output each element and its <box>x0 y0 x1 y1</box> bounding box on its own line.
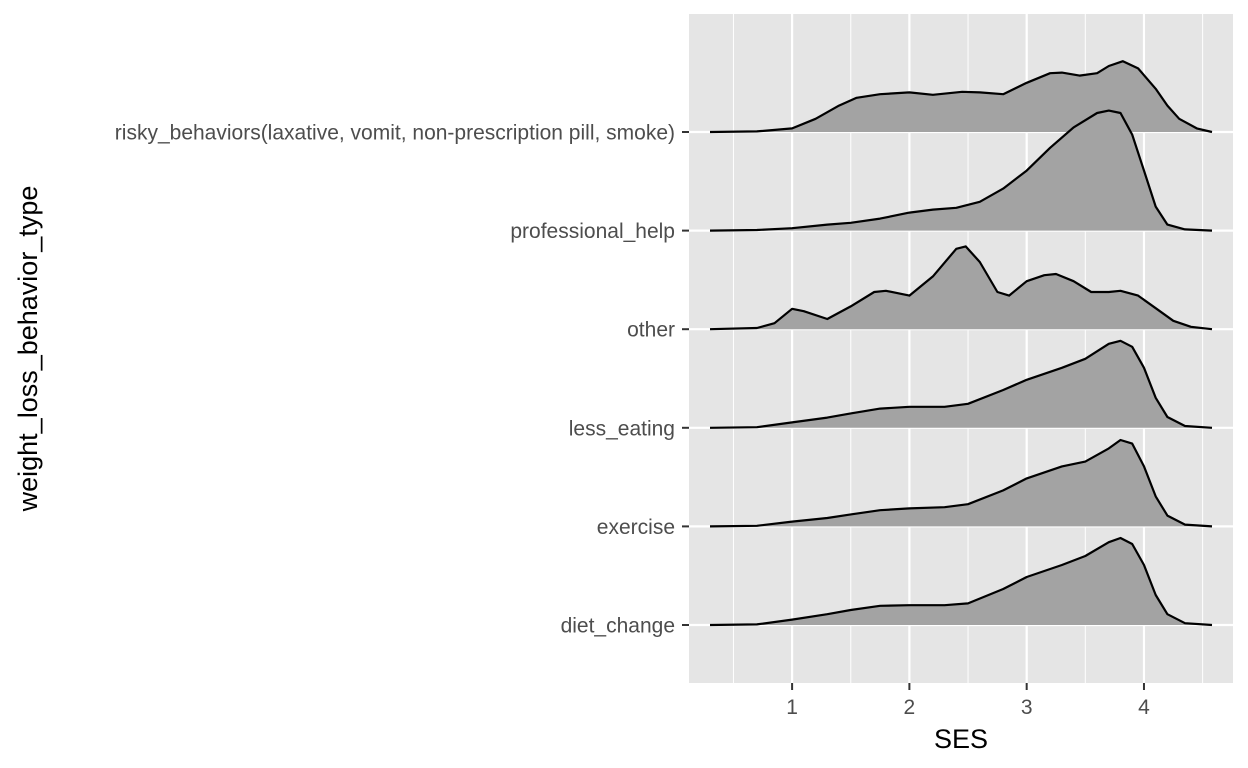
ridge-line <box>709 339 1213 429</box>
ridge-line <box>709 109 1213 232</box>
ridge-line <box>709 245 1213 331</box>
ridge-area <box>710 110 1212 231</box>
y-tick-label: professional_help <box>510 220 675 243</box>
x-axis: 1 2 3 4 <box>786 683 1150 719</box>
ridge-exercise <box>709 438 1213 528</box>
y-tick-label: risky_behaviors(laxative, vomit, non-pre… <box>115 122 675 145</box>
ridge-line <box>709 536 1213 627</box>
y-axis-title: weight_loss_behavior_type <box>13 186 43 513</box>
ridges <box>709 60 1213 627</box>
ridge-area <box>710 538 1212 625</box>
x-tick-label: 1 <box>786 696 798 719</box>
x-tick-label: 2 <box>904 696 916 719</box>
ridge-less-eating <box>709 339 1213 429</box>
ridge-area <box>710 246 1212 330</box>
ridge-diet-change <box>709 536 1213 627</box>
y-axis: diet_change exercise less_eating other profe… <box>115 122 689 638</box>
y-tick-label: less_eating <box>569 417 675 440</box>
y-tick-label: exercise <box>597 516 675 539</box>
x-axis-title: SES <box>934 724 988 754</box>
x-tick-label: 3 <box>1021 696 1033 719</box>
ridge-professional-help <box>709 109 1213 232</box>
ridge-risky-behaviors <box>709 60 1213 134</box>
x-tick-label: 4 <box>1138 696 1150 719</box>
ridge-line <box>709 438 1213 528</box>
ridge-other <box>709 245 1213 331</box>
ridge-area <box>710 61 1212 133</box>
ridge-line <box>709 60 1213 134</box>
y-tick-label: other <box>627 319 675 342</box>
y-tick-label: diet_change <box>561 615 675 638</box>
ridge-area <box>710 340 1212 428</box>
